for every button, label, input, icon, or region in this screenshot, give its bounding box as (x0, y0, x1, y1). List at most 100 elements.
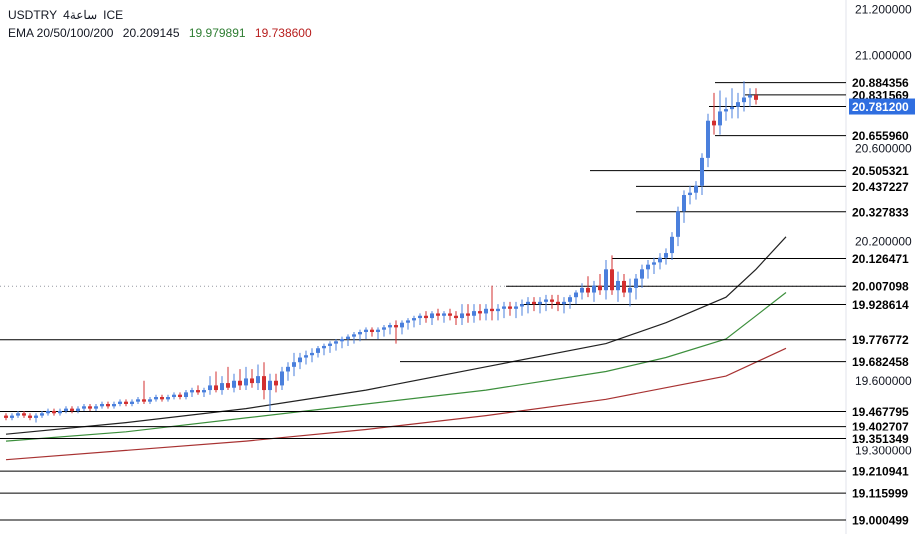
level-price-label: 20.327833 (852, 205, 909, 219)
candle-body (658, 257, 662, 263)
candle-body (616, 280, 620, 291)
candle-body (76, 408, 80, 411)
ema50-value: 19.979891 (188, 26, 246, 40)
candle-body (130, 401, 134, 404)
level-label-bg (849, 127, 915, 144)
candle-body (652, 262, 656, 265)
level-label-bg (849, 430, 915, 447)
candle-body (256, 376, 260, 384)
level-label-bg (849, 278, 915, 295)
level-price-label: 20.884356 (852, 76, 909, 90)
level-price-label: 19.210941 (852, 465, 909, 479)
candle-body (586, 287, 590, 293)
candle-body (166, 397, 170, 400)
ema-legend[interactable]: EMA 20/50/100/200 20.209145 19.979891 19… (8, 26, 318, 40)
candle-body (142, 399, 146, 402)
y-tick-label: 21.000000 (855, 49, 912, 63)
candle-body (346, 336, 350, 339)
candle-body (196, 390, 200, 393)
candle-body (64, 408, 68, 411)
candle-body (628, 287, 632, 293)
candle-body (514, 306, 518, 309)
exchange-label: ICE (103, 8, 124, 22)
candle-body (22, 413, 26, 416)
candle-body (70, 408, 74, 411)
candle-body (304, 355, 308, 358)
candle-body (598, 285, 602, 291)
level-label-bg (849, 250, 915, 267)
candle-body (724, 109, 728, 112)
candle-body (184, 392, 188, 398)
candle-body (178, 394, 182, 398)
candle-body (490, 308, 494, 312)
level-label-bg (849, 511, 915, 528)
candle-body (214, 385, 218, 391)
level-label-bg (849, 463, 915, 480)
candle-body (610, 269, 614, 291)
candle-body (52, 410, 56, 414)
candle-body (706, 120, 710, 158)
candle-body (208, 385, 212, 391)
y-tick-label: 20.600000 (855, 142, 912, 156)
candle-body (424, 315, 428, 319)
candle-body (412, 318, 416, 321)
candle-body (454, 315, 458, 319)
ema100-value: 19.738600 (254, 26, 312, 40)
candle-body (292, 362, 296, 367)
y-tick-label: 21.200000 (855, 2, 912, 16)
candle-body (580, 287, 584, 293)
candle-body (274, 380, 278, 386)
candle-body (58, 410, 62, 414)
candle-body (106, 403, 110, 407)
candle-body (310, 352, 314, 356)
candle-body (418, 315, 422, 319)
candle-body (316, 348, 320, 353)
candle-body (496, 308, 500, 312)
candle-body (556, 301, 560, 305)
candle-body (340, 338, 344, 342)
candle-body (46, 410, 50, 414)
candle-body (754, 95, 758, 100)
candle-body (352, 334, 356, 337)
candle-body (568, 297, 572, 302)
candle-body (562, 301, 566, 305)
level-label-bg (849, 203, 915, 220)
candle-body (358, 332, 362, 335)
candle-body (328, 343, 332, 346)
y-tick-label: 20.200000 (855, 234, 912, 248)
candle-body (436, 313, 440, 316)
ema100-line (5, 347, 787, 461)
candle-body (394, 325, 398, 328)
candle-body (502, 306, 506, 309)
candle-body (634, 278, 638, 288)
candle-body (406, 320, 410, 323)
candle-body (640, 269, 644, 279)
candle-body (388, 325, 392, 328)
candle-body (736, 102, 740, 107)
candle-body (220, 383, 224, 391)
level-price-label: 20.505321 (852, 164, 909, 178)
candle-body (250, 378, 254, 384)
candle-body (730, 106, 734, 110)
candle-body (472, 311, 476, 316)
candle-body (442, 313, 446, 316)
ema20-value: 20.209145 (122, 26, 180, 40)
candle-body (622, 280, 626, 293)
level-price-label: 19.928614 (852, 298, 909, 312)
candle-body (124, 401, 128, 404)
candle-body (298, 357, 302, 363)
level-label-bg (849, 74, 915, 91)
level-label-bg (849, 485, 915, 502)
interval-label: 4ساعة (63, 8, 98, 22)
y-tick-label: 19.300000 (855, 443, 912, 457)
candle-body (202, 390, 206, 393)
level-price-label: 20.007098 (852, 280, 909, 294)
level-price-label: 19.351349 (852, 432, 909, 446)
candle-body (670, 236, 674, 254)
candle-body (688, 192, 692, 196)
candle-body (238, 380, 242, 386)
candle-body (118, 401, 122, 404)
candle-body (148, 399, 152, 402)
